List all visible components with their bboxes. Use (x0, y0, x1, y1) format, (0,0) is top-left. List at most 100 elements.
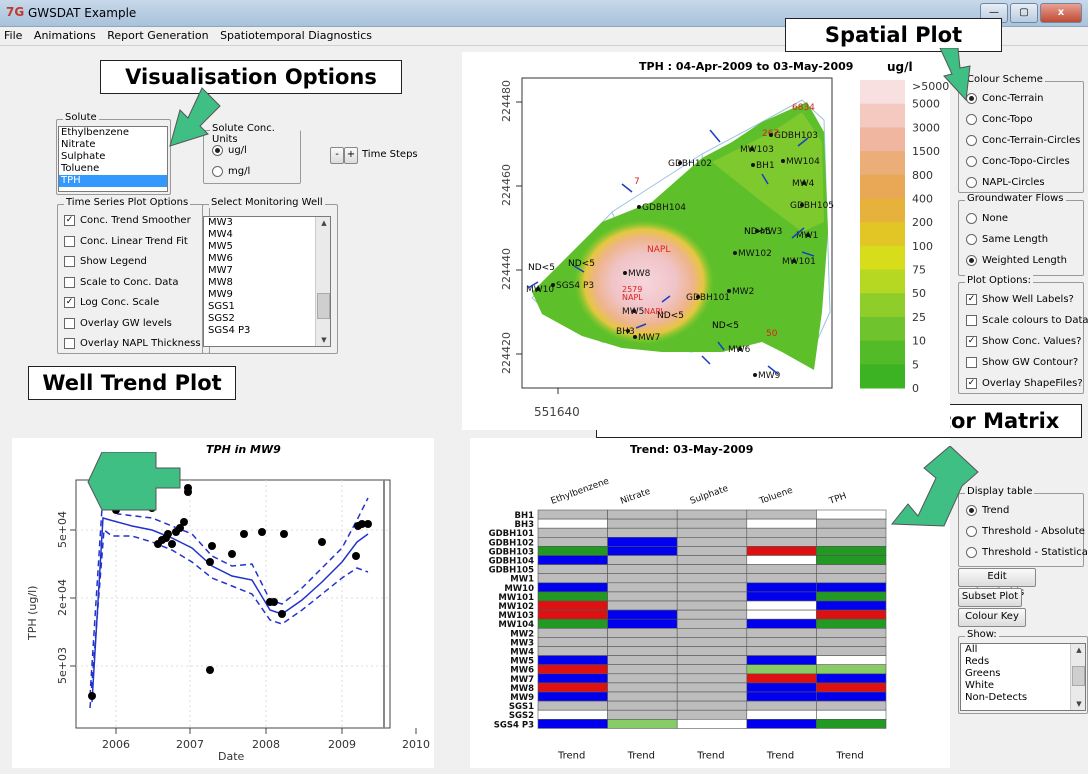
well-select-group: Select Monitoring Well (202, 197, 338, 354)
solute-item[interactable]: Ethylbenzene (61, 127, 130, 138)
unit-option-mgl[interactable]: mg/l (212, 166, 250, 177)
scroll-down-icon[interactable]: ▼ (321, 336, 327, 344)
solute-item-selected[interactable]: TPH (59, 175, 167, 187)
well-list-item[interactable]: MW6 (208, 253, 233, 264)
well-label: GDBH104 (642, 203, 686, 213)
close-button[interactable]: x (1040, 3, 1082, 23)
well-list-item[interactable]: MW7 (208, 265, 233, 276)
menu-report-generation[interactable]: Report Generation (107, 29, 209, 42)
ts-option-checkbox[interactable]: Overlay NAPL Thickness (64, 338, 201, 349)
well-list-item[interactable]: SGS2 (208, 313, 235, 324)
show-list-item[interactable]: Greens (965, 668, 1001, 679)
menu-animations[interactable]: Animations (33, 29, 96, 42)
well-list-item[interactable]: SGS4 P3 (208, 325, 251, 336)
matrix-cell (607, 509, 678, 520)
matrix-cell (816, 509, 887, 520)
colour-scheme-radio[interactable]: Conc-Topo-Circles (966, 156, 1070, 167)
ts-option-checkbox[interactable]: ✓ Conc. Trend Smoother (64, 215, 191, 226)
radio-icon (966, 135, 977, 146)
matrix-cell (746, 518, 817, 529)
menu-spatiotemporal-diagnostics[interactable]: Spatiotemporal Diagnostics (220, 29, 373, 42)
app-icon: 7G (6, 5, 25, 19)
unit-option-ugl[interactable]: ug/l (212, 145, 247, 156)
matrix-cell (607, 609, 678, 620)
data-point (176, 524, 184, 532)
ts-option-checkbox[interactable]: Scale to Conc. Data (64, 276, 178, 288)
option-label: Show GW Contour? (982, 357, 1079, 368)
plot-option-checkbox[interactable]: ✓ Show Well Labels? (966, 294, 1074, 305)
well-label: GDBH103 (774, 131, 818, 141)
matrix-cell (816, 709, 887, 720)
well-marker (626, 329, 630, 333)
scroll-up-icon[interactable]: ▲ (1076, 646, 1082, 654)
solute-legend: Solute (63, 112, 99, 123)
timestep-plus-button[interactable]: + (344, 147, 358, 164)
timestep-minus-button[interactable]: - (330, 147, 344, 164)
scroll-thumb[interactable] (1072, 666, 1085, 686)
display-table-radio[interactable]: Trend (966, 505, 1009, 516)
well-marker (623, 271, 627, 275)
radio-icon (966, 526, 977, 537)
checkbox-icon: ✓ (966, 336, 977, 347)
edit-thresholds-button[interactable]: Edit Thresholds (958, 568, 1036, 598)
show-list-item[interactable]: White (965, 680, 995, 691)
maximize-button[interactable]: ▢ (1010, 3, 1038, 23)
conc-value: 50 (766, 329, 778, 339)
legend-level: 0 (912, 382, 919, 395)
legend-swatch (860, 269, 905, 294)
well-list-item[interactable]: MW9 (208, 289, 233, 300)
x-tick-label: 2007 (176, 738, 204, 751)
colour-scheme-radio[interactable]: NAPL-Circles (966, 177, 1045, 188)
gw-flow-radio[interactable]: None (966, 213, 1008, 224)
subset-plot-button[interactable]: Subset Plot (958, 588, 1022, 607)
scroll-up-icon[interactable]: ▲ (321, 219, 327, 227)
colour-scheme-radio[interactable]: Conc-Terrain-Circles (966, 135, 1080, 146)
well-scrollbar[interactable]: ▲ ▼ (315, 217, 330, 346)
scroll-down-icon[interactable]: ▼ (1076, 700, 1082, 708)
well-list-item[interactable]: MW8 (208, 277, 233, 288)
ts-option-checkbox[interactable]: ✓ Log Conc. Scale (64, 297, 159, 308)
well-listbox[interactable]: MW3 MW4 MW5 MW6 MW7 MW8 MW9 SGS1 SGS2 SGS4 P3 ▲ ▼ (203, 216, 331, 347)
gw-flow-radio[interactable]: Weighted Length (966, 255, 1067, 266)
display-table-radio[interactable]: Threshold - Statistical (966, 547, 1088, 558)
show-scrollbar[interactable]: ▲ ▼ (1070, 644, 1085, 710)
checkbox-icon (64, 256, 75, 267)
ts-option-checkbox[interactable]: Overlay GW levels (64, 317, 172, 329)
solute-item[interactable]: Toluene (61, 163, 100, 174)
show-list-item[interactable]: Non-Detects (965, 692, 1028, 703)
ts-option-checkbox[interactable]: Show Legend (64, 256, 147, 267)
colour-scheme-radio[interactable]: Conc-Topo (966, 114, 1033, 125)
gw-flow-radio[interactable]: Same Length (966, 234, 1048, 245)
matrix-cell (816, 518, 887, 529)
show-list-item[interactable]: Reds (965, 656, 990, 667)
solute-item[interactable]: Nitrate (61, 139, 96, 150)
scroll-thumb[interactable] (317, 293, 330, 319)
matrix-cell (746, 546, 817, 556)
plot-option-checkbox[interactable]: ✓ Show Conc. Values? (966, 336, 1081, 347)
matrix-cell (816, 718, 887, 729)
display-table-radio[interactable]: Threshold - Absolute (966, 526, 1085, 537)
solute-listbox[interactable]: Ethylbenzene Nitrate Sulphate Toluene TP… (58, 126, 168, 192)
matrix-cell (537, 709, 608, 720)
well-marker (733, 251, 737, 255)
matrix-cell (746, 591, 817, 602)
well-list-item[interactable]: MW3 (208, 217, 233, 228)
show-list: All Reds Greens White Non-Detects (961, 644, 1085, 704)
matrix-cell (746, 618, 817, 629)
matrix-cell (607, 646, 678, 656)
menu-file[interactable]: File (4, 29, 23, 42)
indicator-matrix: Trend: 03-May-2009 Ethylbenzene Nitrate Su… (489, 443, 887, 761)
ts-option-checkbox[interactable]: Conc. Linear Trend Fit (64, 235, 188, 247)
well-marker (781, 159, 785, 163)
show-listbox[interactable]: All Reds Greens White Non-Detects ▲ ▼ (960, 643, 1086, 711)
well-list-item[interactable]: SGS1 (208, 301, 235, 312)
plot-option-checkbox[interactable]: Scale colours to Data? (966, 315, 1088, 326)
solute-item[interactable]: Sulphate (61, 151, 106, 162)
colour-key-button[interactable]: Colour Key (958, 608, 1026, 627)
plot-option-checkbox[interactable]: ✓ Overlay ShapeFiles? (966, 378, 1083, 389)
well-list-item[interactable]: MW4 (208, 229, 233, 240)
legend-swatch (860, 103, 905, 128)
show-list-item[interactable]: All (965, 644, 978, 655)
plot-option-checkbox[interactable]: Show GW Contour? (966, 357, 1078, 368)
well-list-item[interactable]: MW5 (208, 241, 233, 252)
